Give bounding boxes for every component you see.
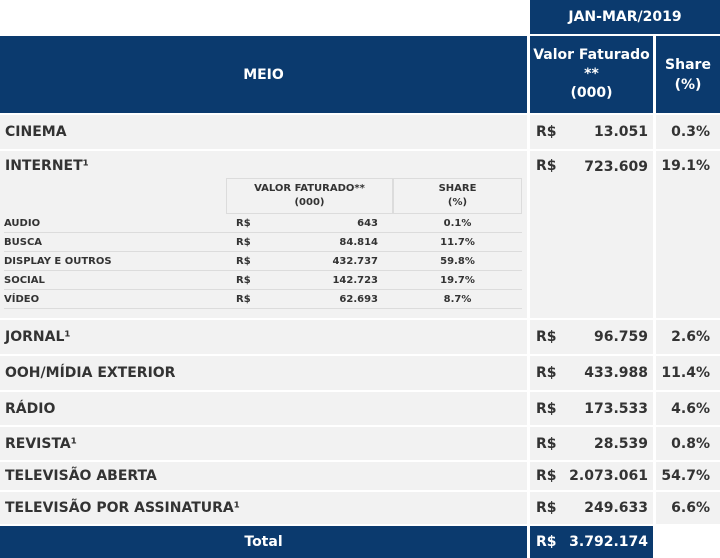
subtable-share-header: SHARE (%) — [393, 178, 522, 214]
subtable-row-label: AUDIO — [4, 214, 226, 233]
total-value: 3.792.174 — [569, 534, 648, 550]
subtable-row-label: SOCIAL — [4, 271, 226, 290]
currency-cell: R$ — [530, 462, 653, 490]
share-cell: 6.6% — [656, 492, 720, 524]
total-label: Total — [0, 526, 527, 558]
valor-header-line3: (000) — [570, 85, 613, 101]
subtable-value: 432.737 — [300, 252, 378, 271]
period-label: JAN-MAR/2019 — [568, 9, 682, 25]
currency-cell: R$ — [530, 427, 653, 460]
subtable-share: 8.7% — [393, 290, 522, 309]
table-row-label: TELEVISÃO ABERTA — [0, 462, 527, 490]
valor-header: Valor Faturado ** (000) — [530, 36, 653, 113]
subtable-valor-header-line2: (000) — [294, 197, 325, 208]
share-cell: 2.6% — [656, 320, 720, 354]
currency-symbol: R$ — [536, 500, 557, 516]
table-row-label: REVISTA¹ — [0, 427, 527, 460]
valor-header-line2: ** — [584, 66, 599, 82]
currency-symbol: R$ — [536, 468, 557, 484]
subtable-row-label: DISPLAY E OUTROS — [4, 252, 226, 271]
value-cell: 723.609 — [584, 159, 648, 175]
subtable-row-label: BUSCA — [4, 233, 226, 252]
share-cell: 4.6% — [656, 392, 720, 425]
period-header: JAN-MAR/2019 — [530, 0, 720, 34]
currency-symbol: R$ — [536, 124, 557, 140]
subtable-share-header-line1: SHARE — [438, 183, 477, 194]
currency-cell: R$ — [530, 115, 653, 149]
subtable-share: 59.8% — [393, 252, 522, 271]
subtable-value: 142.723 — [300, 271, 378, 290]
subtable-share: 19.7% — [393, 271, 522, 290]
subtable-value: 643 — [300, 214, 378, 233]
currency-cell: R$ — [530, 320, 653, 354]
table-row-label: JORNAL¹ — [0, 320, 527, 354]
currency-symbol: R$ — [536, 365, 557, 381]
subtable-share-header-line2: (%) — [447, 197, 468, 208]
table-row-label: OOH/MÍDIA EXTERIOR — [0, 356, 527, 390]
value-cell: 249.633 — [584, 500, 648, 516]
value-cell: 96.759 — [593, 329, 648, 345]
value-cell: 433.988 — [584, 365, 648, 381]
share-header-line1: Share — [665, 56, 711, 73]
table-row-label: RÁDIO — [0, 392, 527, 425]
currency-cell: R$ — [530, 492, 653, 524]
currency-symbol: R$ — [536, 329, 557, 345]
share-cell: 0.3% — [656, 115, 720, 149]
share-cell: 19.1% — [656, 151, 720, 318]
currency-cell: R$ — [530, 392, 653, 425]
meio-header: MEIO — [0, 36, 527, 113]
total-currency: R$ — [530, 526, 653, 558]
currency-symbol: R$ — [536, 400, 557, 417]
table-row-label: TELEVISÃO POR ASSINATURA¹ — [0, 492, 527, 524]
subtable-valor-header: VALOR FATURADO** (000) — [226, 178, 393, 214]
subtable-value: 62.693 — [300, 290, 378, 309]
subtable-valor-header-line1: VALOR FATURADO** — [254, 183, 365, 194]
share-header-line2: (%) — [674, 76, 702, 93]
value-cell: 13.051 — [593, 124, 648, 140]
currency-cell: R$ — [530, 151, 653, 318]
subtable-value: 84.814 — [300, 233, 378, 252]
value-cell: 2.073.061 — [569, 468, 648, 484]
share-cell: 11.4% — [656, 356, 720, 390]
meio-label: MEIO — [243, 66, 284, 83]
value-cell: 28.539 — [593, 435, 648, 452]
subtable-row-label: VÍDEO — [4, 290, 226, 309]
share-cell: 0.8% — [656, 427, 720, 460]
table-row-label: INTERNET¹ — [5, 158, 89, 174]
subtable-share: 11.7% — [393, 233, 522, 252]
valor-header-line1: Valor Faturado — [533, 47, 650, 63]
table-row-label: CINEMA — [0, 115, 527, 149]
subtable-share: 0.1% — [393, 214, 522, 233]
share-header: Share (%) — [656, 36, 720, 113]
value-cell: 173.533 — [584, 400, 648, 417]
currency-symbol: R$ — [536, 158, 557, 174]
currency-symbol: R$ — [536, 435, 557, 452]
currency-cell: R$ — [530, 356, 653, 390]
share-cell: 54.7% — [656, 462, 720, 490]
